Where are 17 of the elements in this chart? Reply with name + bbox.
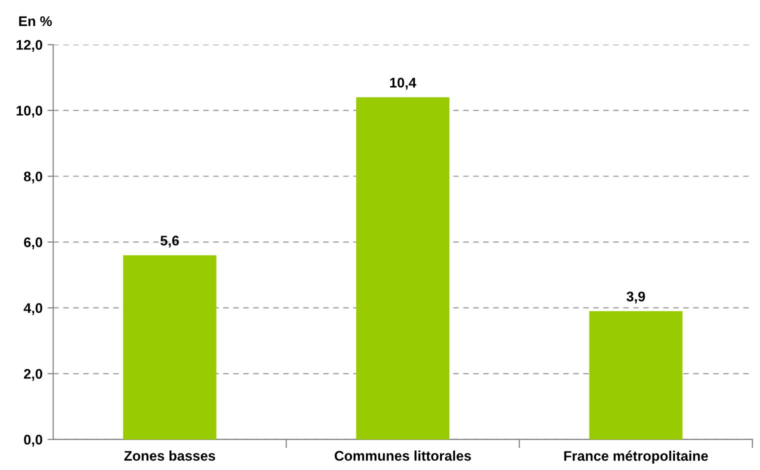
bar: [123, 255, 216, 440]
y-tick-label: 4,0: [24, 303, 42, 316]
y-tick-label: 6,0: [24, 237, 42, 250]
y-axis-title: En %: [19, 16, 52, 26]
data-label: 10,4: [390, 78, 416, 90]
x-tick-label: Communes littorales: [334, 450, 471, 461]
y-tick-label: 12,0: [16, 40, 42, 52]
data-label: 3,9: [626, 292, 646, 304]
x-tick-label: France métropolitaine: [564, 450, 708, 464]
bar: [356, 97, 450, 440]
bar: [589, 311, 682, 440]
y-tick-label: 0,0: [24, 434, 42, 447]
data-label: 5,6: [160, 236, 179, 248]
y-tick-label: 10,0: [16, 106, 42, 118]
y-tick-label: 2,0: [24, 368, 42, 381]
y-tick-label: 8,0: [24, 172, 42, 184]
x-tick-label: Zones basses: [124, 450, 216, 461]
